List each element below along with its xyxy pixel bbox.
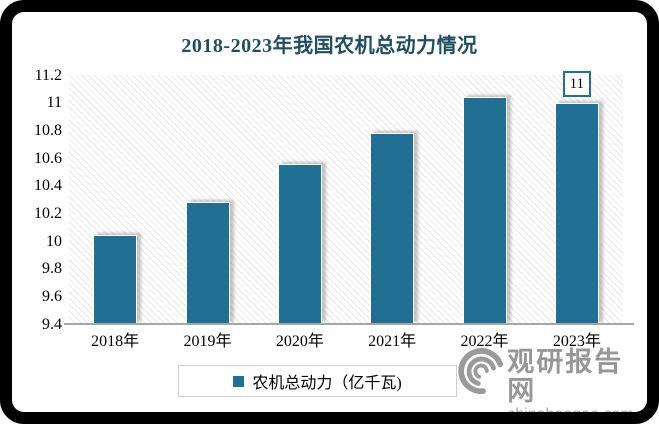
bar-2019年 bbox=[185, 202, 230, 324]
swirl-logo-icon bbox=[458, 348, 504, 394]
bar-2022年 bbox=[462, 97, 507, 324]
y-axis-tick-label: 10.2 bbox=[34, 204, 62, 222]
watermark: 观研报告网 chinabaogao.com bbox=[457, 348, 647, 412]
y-axis-tick-label: 10.4 bbox=[34, 177, 62, 195]
x-axis-label-2021年: 2021年 bbox=[368, 333, 417, 350]
y-axis-tick-label: 11.2 bbox=[34, 66, 62, 84]
y-axis-tick-label: 9.4 bbox=[42, 315, 62, 333]
x-axis-label-2019年: 2019年 bbox=[183, 333, 232, 350]
y-axis-tick-label: 10.8 bbox=[34, 121, 62, 139]
watermark-brand: 观研报告网 bbox=[507, 347, 624, 406]
x-axis-label-2018年: 2018年 bbox=[91, 333, 140, 350]
watermark-text: 观研报告网 chinabaogao.com bbox=[507, 347, 647, 413]
x-axis-label-2023年: 2023年 bbox=[552, 333, 601, 350]
legend-series-label: 农机总动力（亿千瓦) bbox=[252, 375, 402, 392]
data-label-value: 11 bbox=[562, 70, 591, 97]
y-axis-tick-label: 10.6 bbox=[34, 149, 62, 167]
legend-marker-square bbox=[233, 375, 245, 387]
x-axis-label-2022年: 2022年 bbox=[460, 333, 509, 350]
x-axis-label-2020年: 2020年 bbox=[275, 333, 324, 350]
y-axis-tick-label: 9.6 bbox=[42, 287, 62, 305]
legend: 农机总动力（亿千瓦) bbox=[178, 365, 457, 397]
bar-2021年 bbox=[370, 133, 415, 324]
chart-card: 2018-2023年我国农机总动力情况 农机总动力（亿千瓦) 观研报告网 chi… bbox=[12, 12, 647, 412]
plot-area bbox=[69, 75, 623, 324]
x-axis-line bbox=[64, 323, 634, 325]
y-axis-tick-label: 9.8 bbox=[42, 260, 62, 278]
bar-2023年 bbox=[554, 102, 599, 324]
y-axis-tick-label: 10 bbox=[46, 232, 62, 250]
bar-2018年 bbox=[93, 235, 138, 324]
y-axis-tick-label: 11 bbox=[46, 94, 62, 112]
watermark-domain: chinabaogao.com bbox=[507, 406, 647, 412]
chart-title: 2018-2023年我国农机总动力情况 bbox=[181, 35, 478, 57]
bar-2020年 bbox=[277, 163, 322, 324]
